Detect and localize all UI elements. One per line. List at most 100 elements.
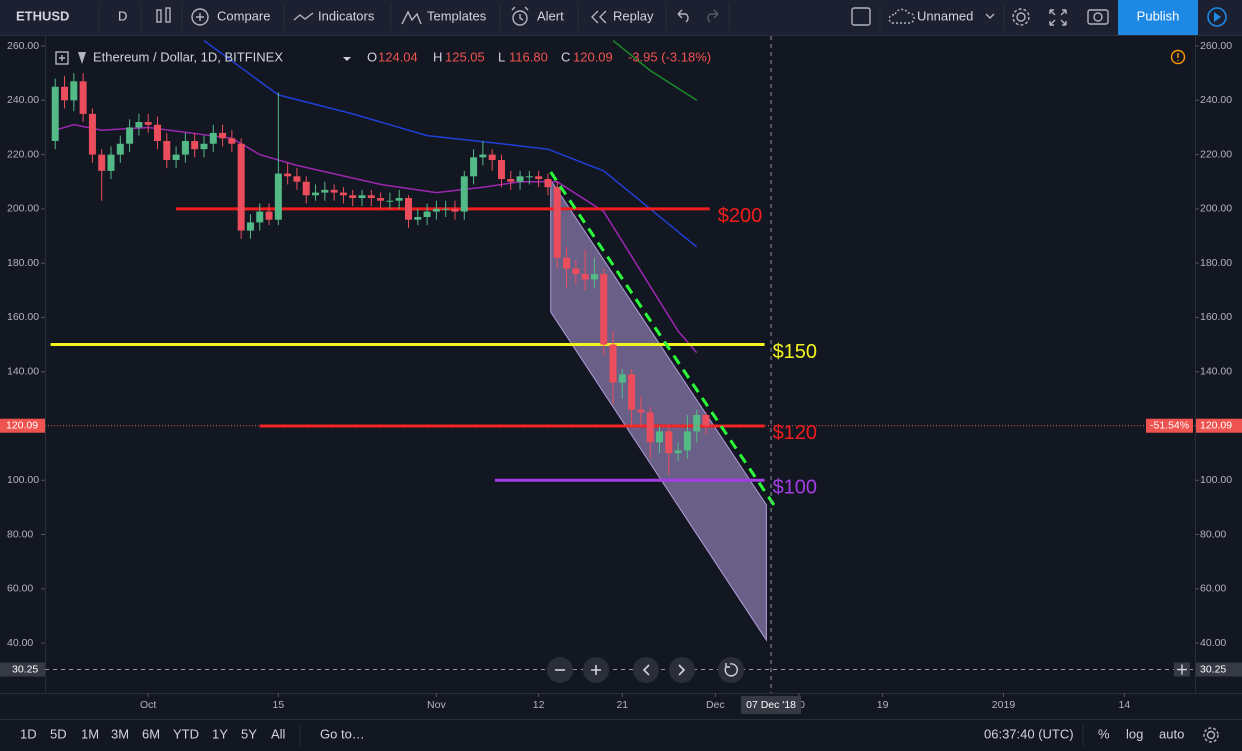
snapshot-icon[interactable] <box>1087 9 1109 25</box>
candle-body <box>693 415 701 432</box>
zoom-controls <box>547 657 744 683</box>
range-buttons: 1D 5D 1M 3M 6M YTD 1Y 5Y All <box>20 726 286 741</box>
layout-name[interactable]: Unnamed <box>917 8 973 23</box>
scroll-right-icon <box>678 664 686 676</box>
legend-values: O 124.04 H 125.05 L 116.80 C 120.09 <box>367 49 613 64</box>
candle-body <box>172 154 180 161</box>
redo-icon[interactable] <box>707 9 719 23</box>
range-button[interactable]: 1D <box>20 726 37 741</box>
range-button[interactable]: All <box>271 726 286 741</box>
last-price-tag-right <box>1196 418 1242 433</box>
time-label: 12 <box>533 699 545 711</box>
left-price-label: 260.00 <box>7 40 39 52</box>
axis-settings-icon[interactable] <box>1203 727 1219 743</box>
alert-button[interactable]: Alert <box>537 8 564 23</box>
candle-body <box>116 143 124 155</box>
layout-caret[interactable] <box>985 13 995 19</box>
range-button[interactable]: 1M <box>81 726 99 741</box>
alert-icon[interactable] <box>511 6 529 26</box>
compare-icon[interactable] <box>191 8 209 26</box>
candle-body <box>293 176 301 182</box>
replay-icon[interactable] <box>591 10 607 24</box>
publish-button-bg[interactable] <box>1118 0 1198 35</box>
candle-body <box>563 257 571 269</box>
scroll-left-button[interactable] <box>633 657 659 683</box>
candle-body <box>126 127 134 144</box>
candle-body <box>191 141 199 150</box>
candle-body <box>479 154 487 158</box>
candle-body <box>181 141 189 155</box>
candle-body <box>153 124 161 142</box>
log-toggle[interactable]: log <box>1126 726 1143 741</box>
right-price-label: 260.00 <box>1200 40 1232 52</box>
replay-button[interactable]: Replay <box>613 8 654 23</box>
candle-body <box>581 273 589 280</box>
crosshair-price-tag-left <box>0 662 45 677</box>
candle-body <box>516 176 524 182</box>
range-button[interactable]: 6M <box>142 726 160 741</box>
range-button[interactable]: 3M <box>111 726 129 741</box>
candle-body <box>702 415 710 426</box>
candle-body <box>460 176 468 212</box>
left-price-label: 100.00 <box>7 474 39 486</box>
candle-body <box>51 86 59 142</box>
candle-body <box>321 189 329 193</box>
symbol[interactable]: ETHUSD <box>16 8 69 23</box>
legend-value: 125.05 <box>445 49 485 64</box>
candle-body <box>88 113 96 155</box>
range-button[interactable]: 5Y <box>241 726 257 741</box>
undo-icon[interactable] <box>677 9 689 23</box>
change-tag <box>1146 418 1193 433</box>
level-label: $200 <box>718 205 763 227</box>
range-button[interactable]: YTD <box>173 726 199 741</box>
legend-value: 120.09 <box>573 49 613 64</box>
candle-body <box>497 160 505 180</box>
candle-body <box>553 187 561 258</box>
candle-body <box>265 211 273 220</box>
auto-toggle[interactable]: auto <box>1159 726 1184 741</box>
candle-body <box>442 208 450 210</box>
indicators-button[interactable]: Indicators <box>318 8 375 23</box>
goto-button[interactable]: Go to… <box>320 726 365 741</box>
candle-body <box>302 181 310 196</box>
percent-toggle[interactable]: % <box>1098 726 1110 741</box>
left-price-label: 80.00 <box>7 528 33 540</box>
range-button[interactable]: 1Y <box>212 726 228 741</box>
candle-body <box>423 211 431 218</box>
templates-button[interactable]: Templates <box>427 8 487 23</box>
moving-average <box>203 39 698 248</box>
candle-body <box>237 143 245 231</box>
scroll-right-button[interactable] <box>669 657 695 683</box>
legend-caret[interactable] <box>343 57 351 61</box>
compare-button[interactable]: Compare <box>217 8 270 23</box>
right-price-label: 40.00 <box>1200 637 1226 649</box>
expand-icon[interactable] <box>1049 9 1067 26</box>
fullscreen-layout-icon[interactable] <box>851 7 871 26</box>
collapse-icon[interactable] <box>55 51 69 65</box>
chart-style-icon[interactable] <box>156 7 171 23</box>
candle-body <box>507 179 515 182</box>
candle-body <box>600 273 608 345</box>
candle-body <box>386 200 394 202</box>
range-button[interactable]: 5D <box>50 726 67 741</box>
alert-badge[interactable] <box>1170 49 1186 65</box>
candle-body <box>144 122 152 125</box>
candle-body <box>637 409 645 413</box>
replay-play-icon[interactable] <box>1207 7 1227 27</box>
settings-icon[interactable] <box>1012 8 1030 26</box>
publish-button[interactable]: Publish <box>1137 8 1180 23</box>
candle-body <box>656 431 664 443</box>
crosshair-time-tag <box>741 696 802 714</box>
candle-body <box>414 217 422 220</box>
templates-icon[interactable] <box>401 10 422 25</box>
candle-body <box>284 173 292 177</box>
indicators-icon[interactable] <box>293 12 314 21</box>
reset-button[interactable] <box>718 657 744 683</box>
candle-body <box>135 122 143 128</box>
left-price-label: 40.00 <box>7 637 33 649</box>
add-alert-icon <box>1177 664 1187 675</box>
interval[interactable]: D <box>118 8 127 23</box>
